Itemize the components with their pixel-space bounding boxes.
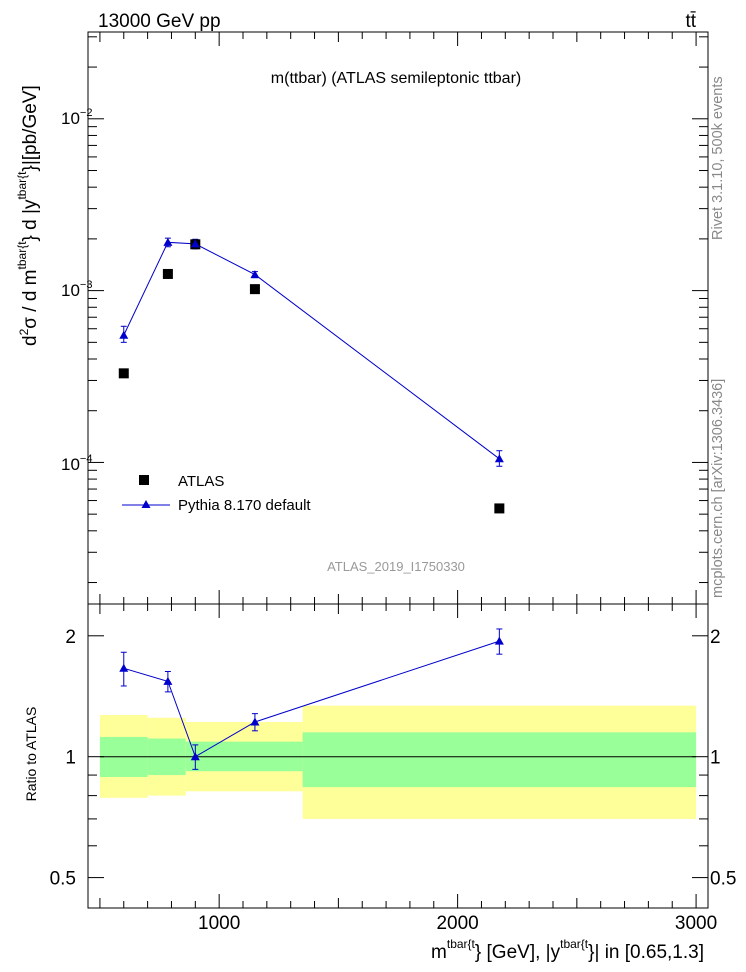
pythia-point [163, 237, 173, 246]
ratio-panel [87, 603, 709, 909]
legend-atlas-marker [139, 475, 149, 485]
ratio-ytick-label-right: 0.5 [710, 869, 736, 890]
main-data-layer [118, 237, 505, 514]
ytick-label-1e-3: 10−3 [61, 279, 92, 300]
ratio-point [250, 717, 260, 726]
ratio-xtick-labels: 1000 2000 3000 [198, 913, 717, 934]
atlas-point [118, 368, 129, 379]
ratio-point [190, 752, 200, 761]
ratio-ytick-label: 2 [65, 627, 76, 648]
ratio-axis-ticks [88, 604, 708, 908]
ratio-ytick-labels: 0.5 0.5 1 1 2 2 [50, 627, 737, 890]
main-panel [87, 31, 709, 605]
pythia-point [494, 454, 504, 463]
ratio-ytick-label: 0.5 [50, 869, 76, 890]
atlas-point [494, 503, 505, 514]
ratio-ytick-label-right: 1 [710, 748, 721, 769]
main-axis-ticks [88, 32, 708, 604]
ratio-point [163, 676, 173, 685]
xtick-label: 3000 [675, 913, 717, 934]
x-axis-label: mtbar{t} [GeV], |ytbar{t}| in [0.65,1.3] [431, 937, 704, 963]
legend-pythia-label: Pythia 8.170 default [178, 497, 311, 514]
ratio-point [119, 663, 129, 672]
legend-pythia-marker [141, 500, 151, 508]
ytick-label-1e-2: 10−2 [61, 107, 92, 128]
ratio-data-layer [119, 628, 504, 770]
ratio-point [494, 636, 504, 645]
xtick-label: 2000 [436, 913, 478, 934]
pythia-point [250, 270, 260, 279]
mcplots-label: mcplots.cern.ch [arXiv:1306.3436] [710, 379, 726, 598]
ratio-ytick-label-right: 2 [710, 627, 721, 648]
rivet-label: Rivet 3.1.10, 500k events [710, 76, 726, 240]
ratio-frame [87, 603, 709, 909]
pythia-point [190, 239, 200, 248]
ytick-label-1e-4: 10−4 [61, 453, 92, 474]
atlas-point [249, 284, 260, 295]
ratio-y-axis-label: Ratio to ATLAS [23, 707, 39, 802]
plot-title: m(ttbar) (ATLAS semileptonic ttbar) [271, 70, 521, 87]
atlas-point [162, 268, 173, 279]
ratio-band-inner [302, 732, 697, 788]
main-frame [87, 31, 709, 605]
ratio-ytick-label: 1 [65, 748, 76, 769]
header-energy: 13000 GeV pp [98, 11, 221, 32]
pythia-point [119, 330, 129, 339]
xtick-label: 1000 [198, 913, 240, 934]
header-process: tt̄ [685, 11, 696, 32]
legend-atlas-label: ATLAS [178, 473, 224, 490]
legend: ATLAS Pythia 8.170 default [122, 473, 311, 514]
analysis-watermark: ATLAS_2019_I1750330 [327, 559, 465, 574]
y-axis-label: d2σ / d mtbar{t} d |ytbar{t}|[pb/GeV] [15, 85, 41, 346]
pythia-line [123, 241, 500, 460]
ratio-bands [99, 705, 697, 819]
